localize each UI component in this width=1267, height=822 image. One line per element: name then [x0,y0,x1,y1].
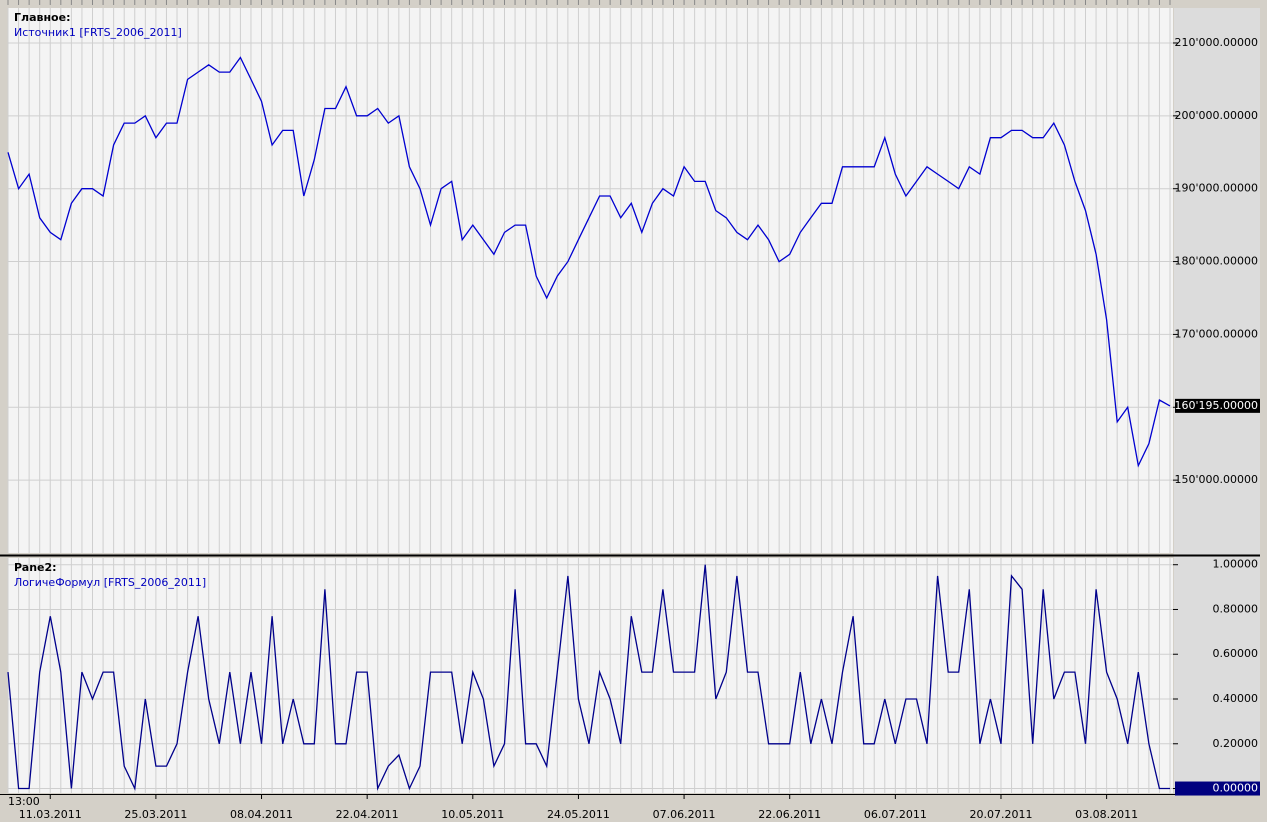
x-tick-label: 08.04.2011 [230,808,293,821]
pane-title: Pane2: [14,561,57,574]
y-tick-label: 0.40000 [1213,692,1259,705]
grid [7,0,1173,793]
x-tick-label: 03.08.2011 [1075,808,1138,821]
pane-title: Главное: [14,11,70,24]
series-line [7,56,1171,468]
y-tick-label: 150'000.00000 [1174,473,1258,486]
x-tick-label: 20.07.2011 [969,808,1032,821]
series-label: Источник1 [FRTS_2006_2011] [14,26,182,39]
series-label: ЛогичеФормул [FRTS_2006_2011] [14,576,206,589]
y-tick-label: 1.00000 [1213,558,1259,571]
x-tick-label: 22.06.2011 [758,808,821,821]
last-value-label: 160'195.00000 [1174,399,1258,412]
x-tick-label: 25.03.2011 [124,808,187,821]
plot-area [8,8,1173,553]
y-tick-label: 210'000.00000 [1174,36,1258,49]
x-tick-label: 11.03.2011 [19,808,82,821]
y-tick-label: 0.60000 [1213,647,1259,660]
series-line [7,564,1170,791]
time-label: 13:00 [8,795,40,808]
y-tick-label: 0.20000 [1213,737,1259,750]
y-tick-label: 0.80000 [1213,602,1259,615]
y-tick-label: 200'000.00000 [1174,109,1258,122]
last-value-marker [1175,781,1260,796]
y-tick-label: 170'000.00000 [1174,327,1258,340]
x-tick-label: 06.07.2011 [864,808,927,821]
last-value-marker [1175,398,1260,413]
last-value-label: 0.00000 [1213,782,1259,795]
plot-area [8,558,1173,793]
x-tick-label: 10.05.2011 [441,808,504,821]
y-tick-label: 190'000.00000 [1174,182,1258,195]
x-tick-label: 22.04.2011 [336,808,399,821]
y-tick-label: 180'000.00000 [1174,255,1258,268]
x-tick-label: 07.06.2011 [653,808,716,821]
x-tick-label: 24.05.2011 [547,808,610,821]
